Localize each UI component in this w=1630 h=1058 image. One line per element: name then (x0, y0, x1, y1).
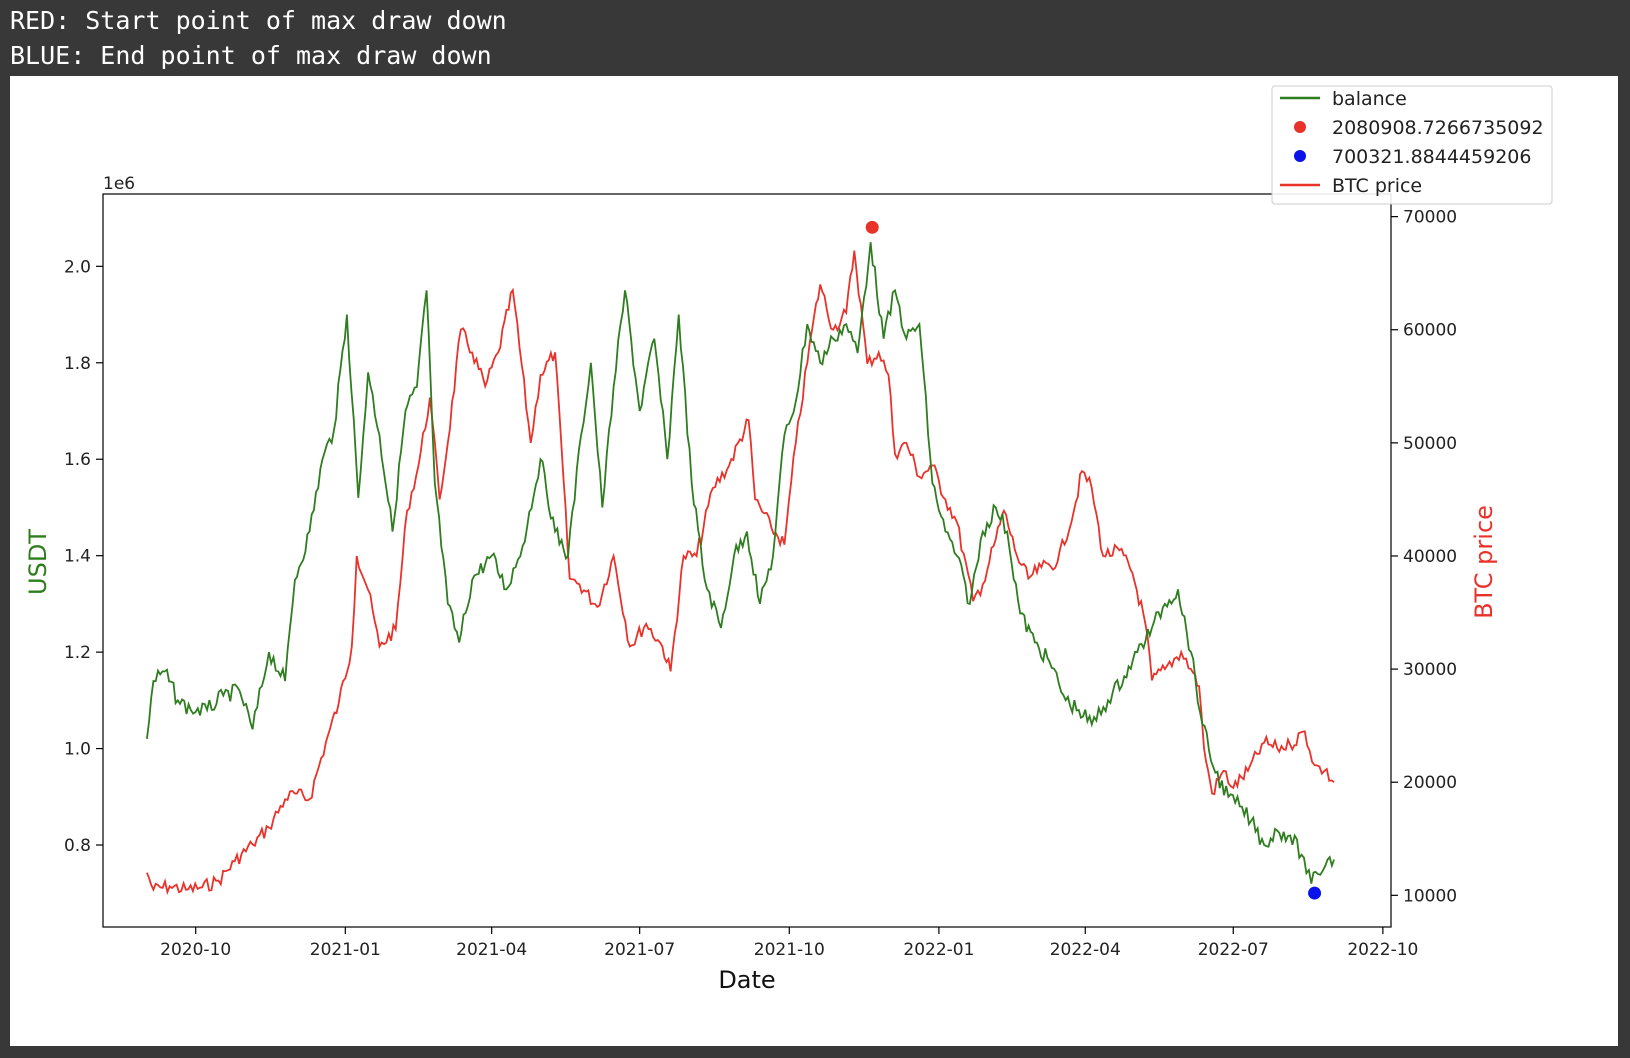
btc-price-line (146, 250, 1335, 896)
y-left-tick-label: 2.0 (64, 257, 91, 277)
x-axis: 2020-10 2021-01 2021-04 2021-07 2021-10 2022-… (160, 927, 1418, 960)
y-right-tick-label: 70000 (1403, 208, 1457, 228)
output-line-start: RED: Start point of max draw down (10, 6, 507, 35)
x-tick-label: 2022-07 (1198, 940, 1269, 960)
marker-layer (865, 220, 1322, 900)
chart-figure: 2020-10 2021-01 2021-04 2021-07 2021-10 2022-… (10, 76, 1618, 1046)
legend-end-label: 700321.8844459206 (1332, 146, 1531, 168)
legend-start-swatch (1294, 121, 1306, 133)
y-left-tick-label: 0.8 (64, 836, 91, 856)
plot-frame (102, 193, 1392, 928)
y-right-tick-label: 40000 (1403, 547, 1457, 567)
y-left-tick-label: 1.2 (64, 643, 91, 663)
legend-box (1271, 85, 1553, 205)
x-tick-label: 2021-07 (604, 940, 675, 960)
y-offset-text: 1e6 (103, 174, 135, 194)
chart-svg: 2020-10 2021-01 2021-04 2021-07 2021-10 2022-… (24, 85, 1553, 994)
y-right-tick-label: 30000 (1403, 660, 1457, 680)
max-drawdown-start-marker (865, 220, 879, 234)
y-left-tick-label: 1.6 (64, 450, 91, 470)
right-y-axis: 10000 20000 30000 40000 50000 60000 70000 (1391, 208, 1457, 906)
x-axis-label: Date (718, 966, 775, 994)
x-tick-label: 2022-01 (903, 940, 974, 960)
balance-line (146, 242, 1335, 884)
x-tick-label: 2021-01 (310, 940, 381, 960)
y-left-tick-label: 1.0 (64, 740, 91, 760)
legend-btc-label: BTC price (1332, 175, 1422, 197)
x-tick-label: 2021-04 (456, 940, 527, 960)
y-right-tick-label: 60000 (1403, 321, 1457, 341)
y-right-tick-label: 50000 (1403, 434, 1457, 454)
x-tick-label: 2021-10 (754, 940, 825, 960)
y-right-tick-label: 20000 (1403, 773, 1457, 793)
y-left-label: USDT (24, 529, 52, 595)
y-right-label: BTC price (1470, 505, 1498, 619)
y-left-tick-label: 1.4 (64, 547, 91, 567)
legend: balance 2080908.7266735092 700321.884445… (1271, 85, 1553, 205)
x-tick-label: 2020-10 (160, 940, 231, 960)
x-tick-label: 2022-04 (1050, 940, 1121, 960)
legend-start-label: 2080908.7266735092 (1332, 117, 1544, 139)
y-left-tick-label: 1.8 (64, 354, 91, 374)
legend-end-swatch (1294, 150, 1306, 162)
series-layer (146, 242, 1335, 896)
legend-balance-label: balance (1332, 88, 1407, 110)
left-y-axis: 0.8 1.0 1.2 1.4 1.6 1.8 2.0 (64, 257, 103, 856)
x-tick-label: 2022-10 (1347, 940, 1418, 960)
output-line-end: BLUE: End point of max draw down (10, 41, 492, 70)
max-drawdown-end-marker (1308, 886, 1322, 900)
y-right-tick-label: 10000 (1403, 886, 1457, 906)
